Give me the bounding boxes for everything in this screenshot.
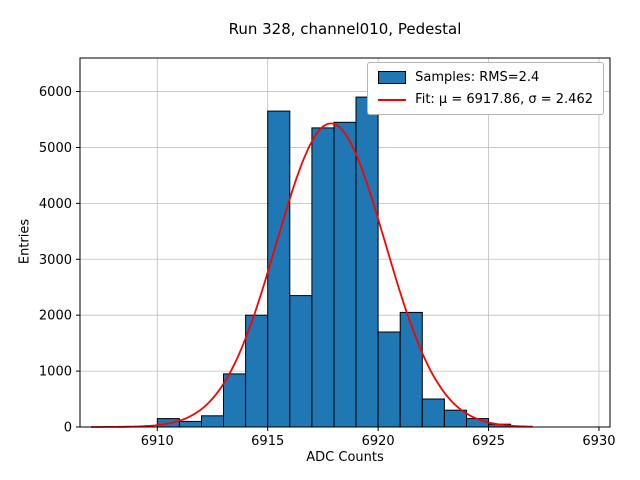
- fit-line-swatch-icon: [378, 98, 407, 101]
- y-tick-label: 1000: [39, 365, 72, 380]
- histogram-bar: [333, 121, 357, 428]
- legend: Samples: RMS=2.4 Fit: μ = 6917.86, σ = 2…: [367, 62, 604, 115]
- histogram-bar: [399, 311, 423, 428]
- x-tick-label: 6920: [362, 434, 395, 449]
- histogram-bar: [421, 398, 445, 428]
- legend-label-fit: Fit: μ = 6917.86, σ = 2.462: [415, 92, 593, 107]
- histogram-bar: [267, 110, 291, 428]
- histogram-bar: [223, 373, 247, 428]
- histogram-bar: [355, 96, 379, 428]
- histogram-bar: [289, 295, 313, 428]
- x-tick-label: 6930: [582, 434, 615, 449]
- samples-swatch-icon: [378, 71, 407, 84]
- y-tick-label: 0: [64, 421, 72, 436]
- y-tick-label: 3000: [39, 253, 72, 268]
- legend-entry-samples: Samples: RMS=2.4: [378, 70, 593, 85]
- legend-label-samples: Samples: RMS=2.4: [415, 70, 540, 85]
- legend-entry-fit: Fit: μ = 6917.86, σ = 2.462: [378, 92, 593, 107]
- y-axis-label: Entries: [17, 218, 33, 265]
- axes-frame: [79, 57, 611, 428]
- histogram-bar: [443, 409, 467, 428]
- x-axis-label: ADC Counts: [306, 450, 384, 465]
- y-tick-label: 2000: [39, 309, 72, 324]
- y-tick-label: 6000: [39, 85, 72, 100]
- fit-curve: [91, 122, 533, 428]
- histogram-bar: [311, 127, 335, 428]
- histogram-bar: [178, 420, 202, 428]
- y-tick-label: 4000: [39, 197, 72, 212]
- x-tick-label: 6925: [472, 434, 505, 449]
- x-tick-label: 6915: [251, 434, 284, 449]
- histogram-bar: [201, 415, 225, 428]
- histogram-bar: [377, 331, 401, 428]
- chart-title: Run 328, channel010, Pedestal: [228, 20, 462, 38]
- y-tick-label: 5000: [39, 141, 72, 156]
- x-tick-label: 6910: [141, 434, 174, 449]
